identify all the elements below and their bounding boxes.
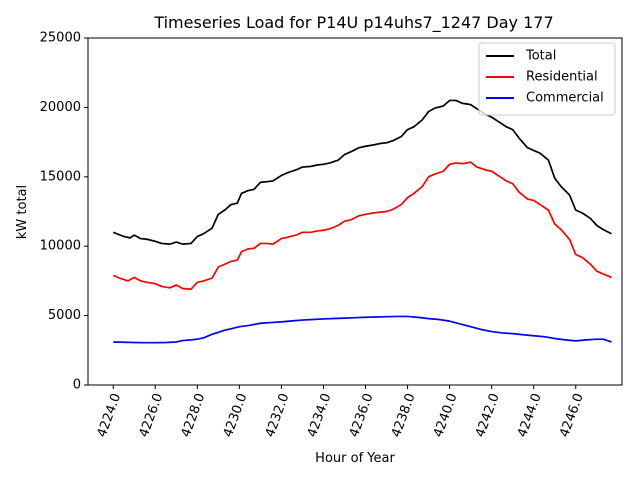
- y-axis-label: kW total: [15, 185, 30, 239]
- plot-frame: [87, 37, 623, 386]
- legend-label-total: Total: [525, 49, 556, 64]
- series-line-commercial: [113, 315, 612, 344]
- series-layer: [112, 99, 612, 344]
- y-tick-label: 0: [73, 378, 81, 393]
- legend-label-residential: Residential: [526, 70, 598, 85]
- y-axis: 0 5000 10000 15000 20000 25000: [40, 31, 88, 393]
- legend-label-commercial: Commercial: [526, 91, 604, 106]
- y-tick-label: 5000: [48, 308, 81, 323]
- series-line-residential: [112, 161, 612, 291]
- y-tick-label: 20000: [40, 100, 81, 115]
- x-axis-label: Hour of Year: [315, 451, 395, 466]
- y-tick-label: 10000: [40, 239, 81, 254]
- series-line-total: [112, 99, 612, 245]
- chart-title: Timeseries Load for P14U p14uhs7_1247 Da…: [153, 13, 553, 33]
- y-tick-label: 25000: [40, 31, 81, 46]
- y-tick-label: 15000: [40, 169, 81, 184]
- legend: Total Residential Commercial: [478, 42, 616, 116]
